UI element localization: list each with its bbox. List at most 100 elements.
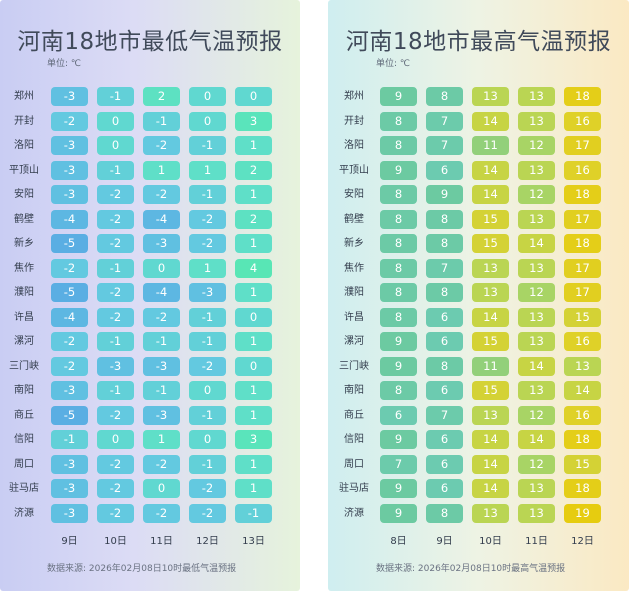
low-city-label: 驻马店: [9, 483, 39, 494]
low-temp-cell: 0: [189, 87, 226, 106]
high-city-label: 鹤壁: [344, 213, 364, 225]
low-temp-cell: -2: [97, 454, 134, 474]
high-temp-cell: 9: [380, 160, 417, 180]
low-temp-cell: -2: [189, 503, 226, 523]
high-temp-cell: 13: [518, 111, 555, 131]
low-temp-cell: -1: [97, 381, 134, 400]
high-temp-cell: 13: [472, 503, 509, 523]
low-temp-cell: -4: [143, 283, 180, 302]
high-temp-cell: 8: [380, 234, 417, 253]
low-temp-cell: 0: [143, 479, 180, 498]
low-temp-cell: -1: [189, 332, 226, 351]
low-temp-cell: 1: [235, 381, 272, 400]
low-city-label: 鹤壁: [14, 213, 34, 225]
high-temp-cell: 13: [518, 87, 555, 106]
low-temp-cell: -1: [143, 381, 180, 400]
low-temp-cell: -3: [51, 136, 88, 155]
high-temp-cell: 6: [426, 160, 463, 180]
high-temp-cell: 13: [518, 160, 555, 180]
low-temp-cell: -2: [51, 356, 88, 376]
low-temp-cell: -2: [97, 307, 134, 327]
high-temp-panel: 河南18地市最高气温预报 单位: ℃ 数据来源: 2026年02月08日10时最…: [328, 0, 629, 591]
low-city-label: 濮阳: [14, 287, 34, 298]
low-temp-cell: -1: [97, 160, 134, 180]
high-temp-cell: 14: [472, 430, 509, 449]
low-temp-cell: 1: [235, 185, 272, 204]
high-temp-cell: 8: [380, 209, 417, 229]
high-city-label: 三门峡: [339, 360, 369, 372]
low-temp-cell: -3: [51, 160, 88, 180]
high-temp-unit: 单位: ℃: [376, 59, 411, 69]
low-temp-cell: -4: [51, 209, 88, 229]
high-temp-cell: 6: [426, 307, 463, 327]
high-temp-cell: 13: [518, 332, 555, 351]
low-temp-cell: 1: [235, 136, 272, 155]
low-temp-cell: 1: [189, 258, 226, 278]
high-temp-source: 数据来源: 2026年02月08日10时最高气温预报: [376, 564, 566, 574]
high-temp-cell: 9: [380, 332, 417, 351]
high-temp-cell: 8: [380, 111, 417, 131]
high-temp-cell: 13: [472, 258, 509, 278]
high-temp-cell: 8: [380, 258, 417, 278]
high-temp-cell: 18: [564, 185, 601, 204]
low-city-label: 信阳: [14, 434, 34, 445]
low-city-label: 三门峡: [9, 360, 39, 372]
low-temp-cell: -3: [189, 283, 226, 302]
low-temp-cell: -3: [51, 381, 88, 400]
high-temp-cell: 6: [426, 332, 463, 351]
low-temp-cell: 0: [97, 111, 134, 131]
low-city-label: 周口: [14, 458, 34, 470]
low-temp-cell: -3: [51, 479, 88, 498]
high-temp-cell: 13: [518, 503, 555, 523]
low-temp-cell: -2: [189, 209, 226, 229]
low-city-label: 洛阳: [14, 140, 34, 151]
low-temp-cell: -2: [143, 185, 180, 204]
low-temp-cell: -2: [97, 185, 134, 204]
high-city-label: 商丘: [344, 409, 364, 421]
high-temp-cell: 14: [518, 430, 555, 449]
low-city-label: 郑州: [14, 91, 34, 102]
high-temp-cell: 8: [380, 136, 417, 155]
high-temp-cell: 7: [426, 111, 463, 131]
low-day-label: 9日: [61, 536, 78, 547]
low-temp-cell: -1: [189, 454, 226, 474]
low-temp-cell: 1: [235, 405, 272, 425]
high-temp-cell: 15: [564, 454, 601, 474]
low-temp-cell: 2: [235, 160, 272, 180]
high-temp-cell: 15: [472, 209, 509, 229]
low-temp-cell: -3: [51, 87, 88, 106]
high-temp-cell: 17: [564, 283, 601, 302]
high-temp-cell: 16: [564, 160, 601, 180]
high-temp-cell: 13: [518, 479, 555, 498]
high-temp-cell: 12: [518, 185, 555, 204]
low-temp-cell: 1: [189, 160, 226, 180]
low-temp-source: 数据来源: 2026年02月08日10时最低气温预报: [47, 564, 237, 574]
high-temp-title: 河南18地市最高气温预报: [345, 29, 612, 55]
high-temp-cell: 16: [564, 111, 601, 131]
high-temp-cell: 8: [426, 503, 463, 523]
low-temp-cell: 0: [189, 381, 226, 400]
low-temp-cell: -2: [189, 479, 226, 498]
high-temp-cell: 8: [380, 283, 417, 302]
low-temp-cell: -1: [235, 503, 272, 523]
high-city-label: 焦作: [344, 262, 364, 274]
high-temp-cell: 15: [564, 307, 601, 327]
high-day-label: 9日: [436, 536, 453, 547]
high-temp-cell: 6: [426, 381, 463, 400]
high-city-label: 郑州: [344, 91, 364, 102]
high-temp-cell: 9: [380, 87, 417, 106]
high-temp-cell: 14: [472, 307, 509, 327]
low-city-label: 新乡: [14, 238, 34, 249]
high-temp-cell: 17: [564, 209, 601, 229]
low-temp-cell: 0: [189, 111, 226, 131]
low-temp-cell: -5: [51, 234, 88, 253]
high-city-label: 漯河: [344, 336, 364, 347]
low-temp-cell: -1: [51, 430, 88, 449]
low-city-label: 安阳: [14, 189, 34, 200]
high-temp-cell: 15: [472, 381, 509, 400]
high-temp-cell: 9: [380, 503, 417, 523]
high-city-label: 许昌: [344, 311, 364, 323]
low-temp-cell: 3: [235, 430, 272, 449]
high-temp-cell: 14: [518, 356, 555, 376]
low-temp-cell: 0: [235, 356, 272, 376]
